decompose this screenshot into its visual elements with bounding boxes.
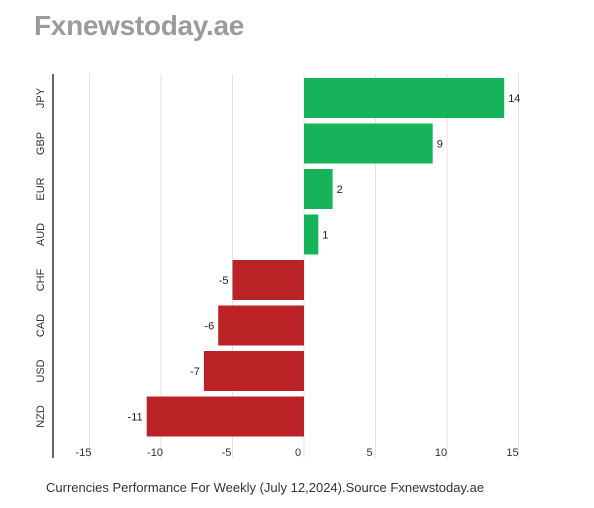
value-labels: 14 9 2 1 -5 -6 -7 -11 — [128, 93, 521, 424]
x-tick-label--5: -5 — [222, 447, 232, 459]
x-tick-label-0: 0 — [295, 447, 301, 459]
category-label-gbp: GBP — [35, 132, 47, 155]
bar-nzd — [146, 396, 304, 437]
x-tick-label-10: 10 — [435, 447, 447, 459]
category-label-jpy: JPY — [35, 87, 47, 108]
bars — [146, 78, 505, 437]
value-label-aud: 1 — [322, 230, 328, 242]
category-labels: JPY GBP EUR AUD CHF CAD USD NZD — [35, 87, 47, 428]
value-label-jpy: 14 — [508, 93, 520, 105]
bar-eur — [304, 169, 333, 209]
x-tick-label--10: -10 — [147, 447, 163, 459]
value-label-cad: -6 — [204, 321, 214, 333]
x-tick-label-15: 15 — [506, 447, 518, 459]
category-label-usd: USD — [35, 359, 47, 382]
bar-cad — [218, 305, 304, 346]
chart-caption: Currencies Performance For Weekly (July … — [46, 480, 485, 495]
category-label-aud: AUD — [35, 223, 47, 246]
bar-gbp — [304, 123, 433, 164]
value-label-eur: 2 — [337, 184, 343, 196]
category-label-eur: EUR — [35, 177, 47, 200]
value-label-chf: -5 — [219, 275, 229, 287]
category-label-cad: CAD — [35, 314, 47, 337]
value-label-usd: -7 — [190, 366, 200, 378]
bar-jpy — [304, 78, 505, 118]
bar-chf — [232, 260, 304, 300]
brand-logo: Fxnewstoday.ae — [34, 10, 245, 41]
category-label-chf: CHF — [35, 268, 47, 291]
category-label-nzd: NZD — [35, 405, 47, 428]
x-tick-label--15: -15 — [76, 447, 92, 459]
bar-usd — [203, 351, 304, 391]
value-label-nzd: -11 — [128, 412, 143, 424]
x-tick-labels: -15 -10 -5 0 5 10 15 — [76, 447, 519, 459]
x-tick-label-5: 5 — [366, 447, 372, 459]
value-label-gbp: 9 — [437, 139, 443, 151]
bar-aud — [304, 214, 319, 255]
